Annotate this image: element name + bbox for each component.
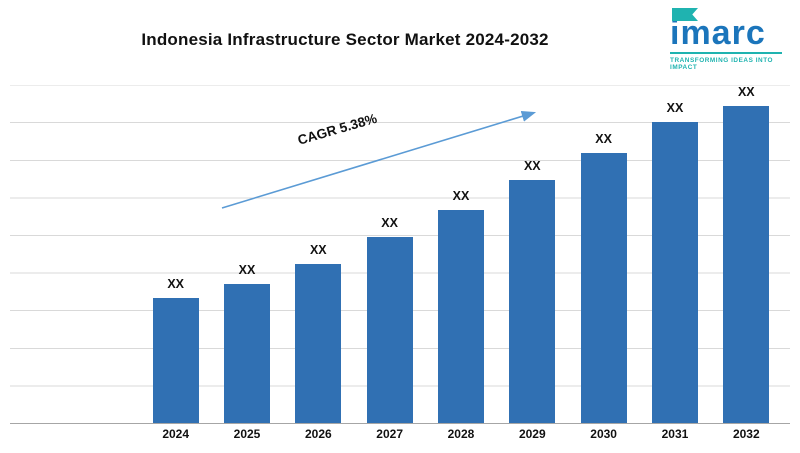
bar-column: XX (711, 85, 782, 423)
imarc-logo: imarc TRANSFORMING IDEAS INTO IMPACT (670, 6, 788, 71)
x-axis-tick-label: 2024 (162, 427, 190, 441)
bar-column: XX (425, 85, 496, 423)
bar-value-label: XX (238, 263, 256, 278)
x-axis-tick-label: 2031 (661, 427, 689, 441)
x-axis-tick-label: 2026 (304, 427, 332, 441)
bar-column: XX (140, 85, 211, 423)
bar-value-label: XX (381, 216, 398, 231)
chart-title: Indonesia Infrastructure Sector Market 2… (141, 30, 549, 49)
bar-value-label: XX (595, 131, 612, 146)
logo-tagline: TRANSFORMING IDEAS INTO IMPACT (670, 57, 774, 71)
bar (223, 284, 270, 423)
logo-flag-icon (672, 8, 698, 21)
plot-area: CAGR 5.38% XX XX XX XX XX XX XX XX XX (10, 85, 790, 424)
x-axis-tick-label: 2029 (518, 427, 546, 441)
bars-container: XX XX XX XX XX XX XX XX XX (140, 85, 782, 423)
bar-value-label: XX (167, 276, 184, 291)
bar-value-label: XX (666, 101, 684, 116)
bar-value-label: XX (452, 189, 470, 204)
bar (366, 237, 413, 423)
bar (580, 152, 627, 423)
logo-wordmark: imarc (670, 14, 766, 52)
bar-column: XX (497, 85, 568, 423)
bar-column: XX (211, 85, 282, 423)
bar (295, 264, 342, 423)
x-axis-tick-label: 2025 (233, 427, 261, 441)
bar (509, 179, 556, 423)
bar (651, 122, 698, 423)
bar-column: XX (354, 85, 425, 423)
bar (437, 210, 484, 423)
logo-divider (670, 52, 782, 54)
bar-value-label: XX (737, 85, 755, 99)
bar (723, 106, 770, 423)
bar-column: XX (639, 85, 710, 423)
x-axis-tick-label: 2032 (732, 427, 760, 441)
bar-column: XX (568, 85, 639, 423)
bar (152, 297, 199, 423)
bar-value-label: XX (523, 158, 541, 173)
x-axis-tick-label: 2028 (447, 427, 475, 441)
x-axis-tick-label: 2030 (590, 427, 617, 441)
x-axis-tick-label: 2027 (376, 427, 403, 441)
bar-column: XX (283, 85, 354, 423)
x-axis-labels: 2024 2025 2026 2027 2028 2029 2030 2031 2032 (140, 427, 782, 441)
bar-value-label: XX (309, 243, 327, 258)
